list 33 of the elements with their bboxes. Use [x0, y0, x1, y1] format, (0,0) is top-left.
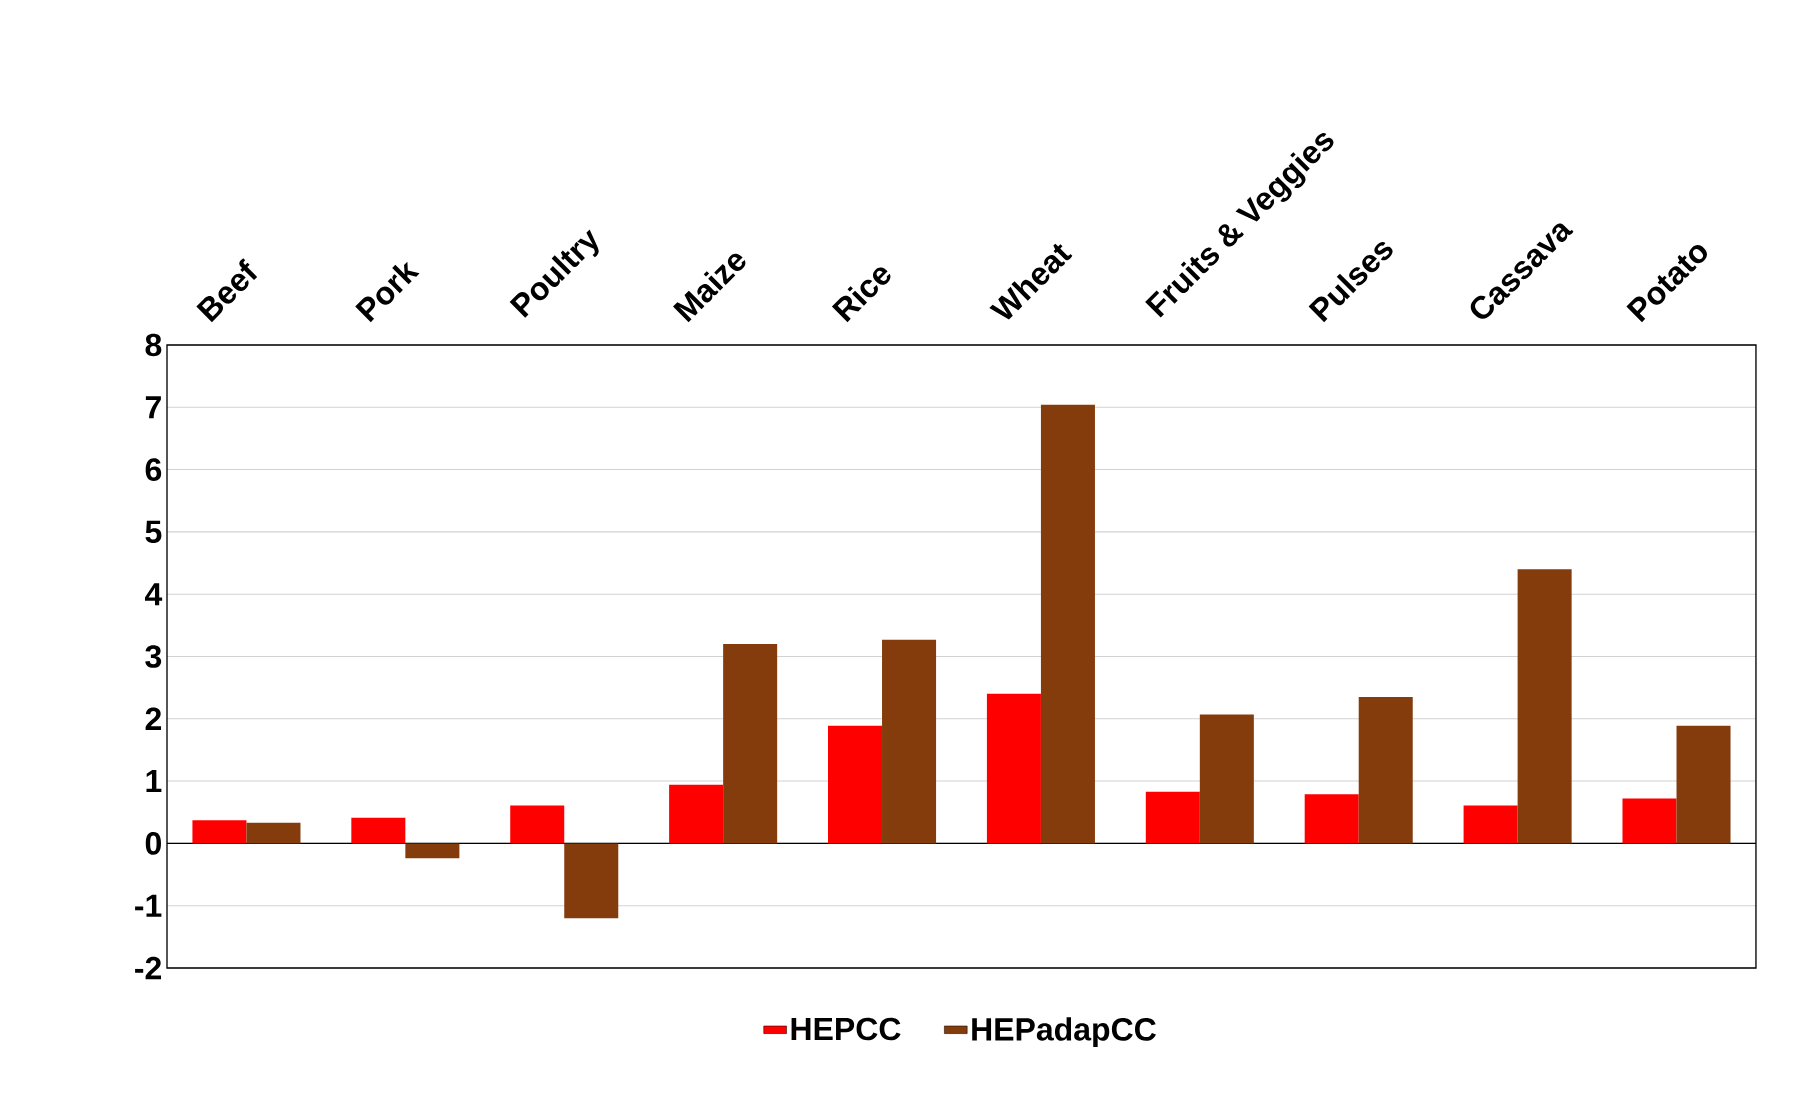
bar: [669, 784, 724, 844]
legend-label: HEPadapCC: [972, 1017, 1156, 1048]
y-tick-label: 8: [145, 333, 162, 357]
bar: [1676, 725, 1731, 844]
y-tick-label: 4: [144, 583, 163, 606]
bar: [564, 843, 619, 919]
bar: [1145, 791, 1200, 844]
bar: [723, 644, 778, 844]
y-tick-label: 5: [145, 520, 162, 544]
bar: [1304, 794, 1359, 844]
bar: [1622, 798, 1677, 844]
bar: [510, 805, 565, 844]
bar: [351, 817, 406, 844]
bar: [192, 820, 247, 844]
bar: [246, 822, 301, 844]
bar: [828, 725, 883, 844]
y-tick-label: 1: [146, 770, 162, 793]
bar: [405, 843, 460, 859]
y-tick-label: 0: [145, 832, 161, 855]
y-tick-label: 6: [145, 458, 162, 481]
y-tick-label: -1: [135, 894, 162, 917]
y-tick-label: 2: [145, 707, 162, 730]
y-tick-label: 3: [145, 645, 162, 668]
bar: [1463, 805, 1518, 844]
bar: [1199, 714, 1254, 844]
bar: [882, 639, 937, 844]
y-tick-label: 7: [145, 396, 161, 419]
bar: [986, 693, 1041, 844]
legend-label: HEPCC: [791, 1017, 901, 1041]
y-tick-label: -2: [135, 956, 162, 980]
bar: [1040, 404, 1095, 844]
bar: [1517, 569, 1572, 844]
bar: [1358, 696, 1413, 844]
